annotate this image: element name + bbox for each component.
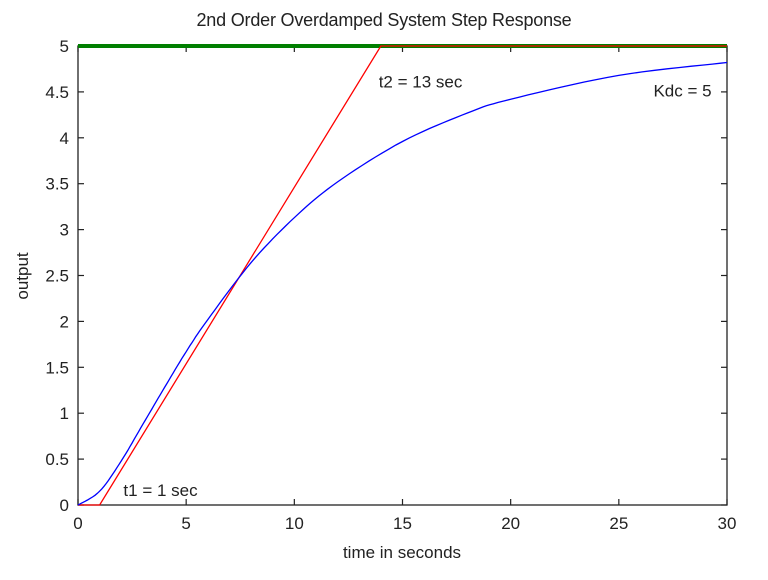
x-tick-label: 15	[393, 514, 412, 533]
y-tick-label: 3	[60, 221, 69, 240]
x-axis-label: time in seconds	[343, 543, 461, 562]
axes: 0 5 10 15 20 25 30 0 0.5 1 1.5 2 2.5 3 3.5 4 4.5 5	[45, 37, 736, 533]
x-tick-label: 20	[501, 514, 520, 533]
y-tick-label: 0	[60, 496, 69, 515]
t1-annotation: t1 = 1 sec	[123, 481, 198, 500]
x-tick-label: 30	[718, 514, 737, 533]
y-tick-label: 2	[60, 312, 69, 331]
x-tick-label: 25	[609, 514, 628, 533]
x-tick-label: 10	[285, 514, 304, 533]
y-tick-label: 2.5	[45, 267, 69, 286]
chart-title: 2nd Order Overdamped System Step Respons…	[196, 10, 572, 30]
y-tick-label: 3.5	[45, 175, 69, 194]
y-tick-label: 5	[60, 37, 69, 56]
response-curve	[77, 61, 728, 506]
y-tick-label: 0.5	[45, 450, 69, 469]
annotations: t1 = 1 sec t2 = 13 sec Kdc = 5	[123, 72, 711, 500]
data-lines	[77, 44, 728, 506]
tangent-line	[78, 45, 727, 506]
kdc-annotation: Kdc = 5	[653, 81, 711, 100]
x-tick-label: 5	[181, 514, 190, 533]
y-tick-label: 1	[60, 404, 69, 423]
y-tick-label: 4	[60, 129, 69, 148]
y-axis-label: output	[13, 252, 32, 300]
y-tick-label: 4.5	[45, 83, 69, 102]
y-tick-label: 1.5	[45, 358, 69, 377]
t2-annotation: t2 = 13 sec	[379, 72, 463, 91]
plot-frame	[77, 45, 728, 506]
x-tick-label: 0	[73, 514, 82, 533]
